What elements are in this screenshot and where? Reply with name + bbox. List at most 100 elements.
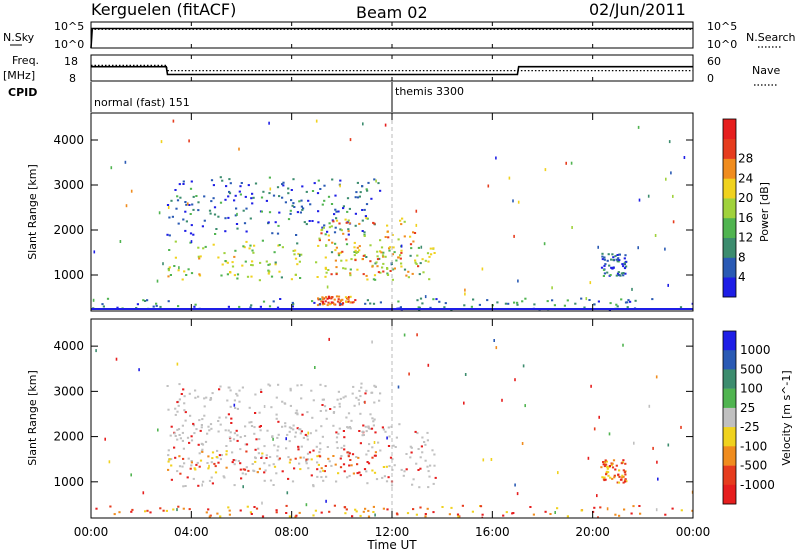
- velocity-colorbar-swatch: [723, 465, 736, 486]
- power-cell: [236, 227, 239, 230]
- power-cell: [626, 301, 629, 304]
- velocity-cell: [272, 484, 275, 486]
- velocity-cell: [490, 458, 493, 461]
- power-cell: [376, 258, 380, 261]
- velocity-cell: [250, 421, 253, 424]
- power-cell: [106, 297, 110, 300]
- velocity-cell: [174, 456, 177, 459]
- power-cell: [321, 300, 324, 303]
- velocity-cell: [246, 505, 249, 508]
- velocity-cell: [250, 425, 254, 427]
- velocity-cell: [306, 435, 309, 438]
- power-cell: [198, 273, 201, 276]
- power-cell: [409, 243, 413, 246]
- power-cell: [588, 299, 591, 301]
- power-cell: [400, 249, 403, 252]
- velocity-cell: [118, 511, 121, 514]
- power-cell: [318, 239, 321, 242]
- power-cell: [341, 302, 345, 305]
- power-cell: [287, 218, 291, 221]
- velocity-cell: [131, 508, 134, 511]
- velocity-cell: [240, 477, 243, 480]
- power-cell: [358, 249, 361, 252]
- velocity-cell: [174, 435, 177, 437]
- power-cell: [340, 229, 343, 232]
- velocity-cell: [373, 471, 377, 474]
- velocity-cell: [544, 510, 547, 513]
- velocity-cell: [200, 424, 203, 426]
- power-cell: [620, 272, 623, 275]
- velocity-cell: [502, 514, 505, 517]
- power-cell: [130, 189, 133, 193]
- power-cell: [301, 208, 304, 211]
- velocity-cell: [264, 469, 267, 472]
- power-cell: [217, 256, 220, 259]
- power-cell: [388, 246, 392, 249]
- power-cell: [177, 305, 180, 308]
- power-cell: [392, 246, 395, 249]
- velocity-cell: [259, 388, 263, 391]
- power-cell: [384, 123, 387, 127]
- velocity-cell: [298, 511, 301, 514]
- power-cell: [340, 259, 343, 262]
- velocity-cell: [285, 437, 287, 441]
- power-cell: [386, 272, 389, 275]
- velocity-cell: [606, 465, 609, 468]
- velocity-cell: [516, 492, 519, 496]
- velocity-cell: [410, 446, 413, 449]
- power-cell: [349, 272, 352, 275]
- power-cell: [293, 206, 296, 208]
- power-cell: [167, 269, 170, 272]
- power-cell: [267, 270, 271, 273]
- power-cell: [294, 249, 297, 252]
- velocity-cell: [208, 464, 210, 468]
- power-cell: [344, 218, 347, 221]
- velocity-cell: [197, 484, 200, 487]
- velocity-cell: [461, 504, 464, 507]
- power-cell: [330, 273, 333, 276]
- velocity-cell: [603, 476, 606, 479]
- power-cell: [432, 298, 435, 301]
- velocity-cell: [652, 446, 654, 450]
- power-cell: [282, 181, 285, 184]
- power-cell: [189, 187, 193, 190]
- power-cell: [251, 192, 254, 195]
- velocity-cell: [512, 512, 515, 514]
- velocity-cell: [554, 511, 556, 514]
- velocity-cell: [278, 457, 281, 460]
- velocity-cell: [229, 431, 232, 434]
- power-cell: [296, 242, 299, 245]
- power-cell: [293, 253, 296, 256]
- power-cell: [307, 199, 310, 202]
- velocity-cell: [202, 480, 205, 483]
- power-cell: [346, 210, 349, 213]
- power-cell: [624, 254, 627, 257]
- velocity-cell: [266, 429, 269, 432]
- power-cell: [262, 190, 265, 193]
- power-cell: [172, 119, 175, 123]
- power-cell: [400, 244, 403, 248]
- velocity-cell: [335, 436, 339, 439]
- power-cell: [513, 301, 516, 304]
- velocity-cell: [204, 440, 208, 443]
- power-cell: [309, 203, 312, 206]
- velocity-cell: [593, 506, 596, 509]
- power-cell: [185, 220, 188, 223]
- power-cell: [346, 197, 350, 200]
- velocity-cell: [184, 485, 187, 487]
- power-cell: [193, 305, 196, 308]
- velocity-cell: [314, 509, 317, 512]
- velocity-cell: [347, 412, 351, 415]
- velocity-cell: [410, 451, 413, 454]
- power-cell: [324, 266, 327, 269]
- velocity-cell: [288, 515, 291, 518]
- velocity-cell: [201, 418, 204, 421]
- velocity-cell: [192, 477, 195, 480]
- power-cell: [553, 304, 556, 307]
- power-cell: [487, 184, 490, 188]
- velocity-cell: [620, 462, 623, 465]
- power-cell: [366, 189, 369, 192]
- power-cell: [184, 229, 187, 232]
- velocity-cell: [610, 463, 613, 466]
- power-cell: [328, 226, 331, 229]
